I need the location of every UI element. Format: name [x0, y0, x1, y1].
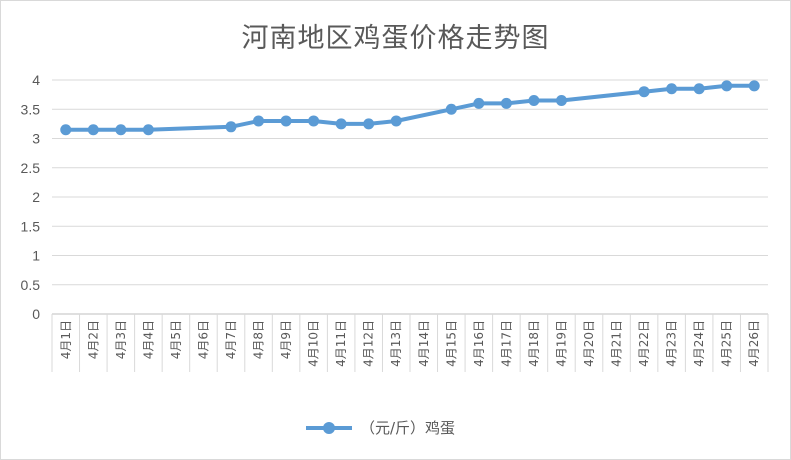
x-tick-label: 4月15日: [444, 320, 458, 367]
x-axis-ticks: 4月1日 4月2日 4月3日 4月4日 4月5日 4月6日 4月7日 4月8日 4月9日 4月10…: [59, 320, 761, 367]
x-tick-label: 4月5日: [169, 320, 183, 359]
x-tick-label: 4月22日: [637, 320, 651, 367]
x-tick-label: 4月12日: [362, 320, 376, 367]
y-tick-label: 2.5: [21, 160, 41, 176]
data-point: [445, 103, 457, 115]
legend: （元/斤）鸡蛋: [306, 419, 455, 437]
x-tick-label: 4月2日: [86, 320, 100, 359]
data-point: [500, 97, 512, 109]
x-tick-label: 4月8日: [252, 320, 266, 359]
data-point: [142, 124, 154, 136]
y-tick-label: 0.5: [21, 277, 41, 293]
x-tick-label: 4月10日: [307, 320, 321, 367]
data-point: [390, 115, 402, 127]
data-point: [225, 121, 237, 133]
legend-marker: [323, 422, 335, 434]
gridlines: [52, 79, 768, 286]
data-point: [308, 115, 320, 127]
x-tick-label: 4月1日: [59, 320, 73, 359]
x-tick-label: 4月14日: [417, 320, 431, 367]
y-tick-label: 0: [32, 306, 40, 322]
data-point: [638, 86, 650, 98]
x-axis: [51, 313, 769, 372]
data-point: [693, 83, 705, 95]
x-tick-label: 4月20日: [582, 320, 596, 367]
data-point: [555, 94, 567, 106]
x-tick-label: 4月21日: [610, 320, 624, 367]
x-tick-label: 4月26日: [747, 320, 761, 367]
x-tick-label: 4月6日: [196, 320, 210, 359]
data-point: [335, 118, 347, 130]
x-tick-label: 4月7日: [224, 320, 238, 359]
data-point: [253, 115, 265, 127]
x-tick-label: 4月24日: [692, 320, 706, 367]
data-point: [721, 80, 733, 92]
data-point: [528, 94, 540, 106]
x-tick-label: 4月4日: [141, 320, 155, 359]
y-tick-label: 3: [32, 131, 40, 147]
x-tick-label: 4月25日: [720, 320, 734, 367]
y-tick-label: 3.5: [21, 101, 41, 117]
x-tick-label: 4月9日: [279, 320, 293, 359]
chart-title: 河南地区鸡蛋价格走势图: [241, 23, 550, 54]
y-tick-label: 1: [32, 248, 40, 264]
data-point: [363, 118, 375, 130]
legend-label: （元/斤）鸡蛋: [360, 419, 455, 437]
y-axis-ticks: 0 0.5 1 1.5 2 2.5 3 3.5 4: [21, 72, 41, 322]
x-tick-label: 4月13日: [389, 320, 403, 367]
x-tick-label: 4月23日: [665, 320, 679, 367]
data-point: [280, 115, 292, 127]
x-tick-label: 4月11日: [334, 320, 348, 367]
data-point: [666, 83, 678, 95]
data-point: [60, 124, 72, 136]
y-tick-label: 1.5: [21, 218, 41, 234]
series-line: [65, 83, 755, 132]
x-tick-label: 4月19日: [554, 320, 568, 367]
x-tick-label: 4月16日: [472, 320, 486, 367]
y-tick-label: 4: [32, 72, 40, 88]
x-tick-label: 4月3日: [114, 320, 128, 359]
series-egg-price: [60, 80, 760, 136]
data-point: [115, 124, 127, 136]
y-tick-label: 2: [32, 189, 40, 205]
data-point: [473, 97, 485, 109]
x-tick-label: 4月17日: [499, 320, 513, 367]
x-tick-label: 4月18日: [527, 320, 541, 367]
data-point: [748, 80, 760, 92]
data-point: [87, 124, 99, 136]
